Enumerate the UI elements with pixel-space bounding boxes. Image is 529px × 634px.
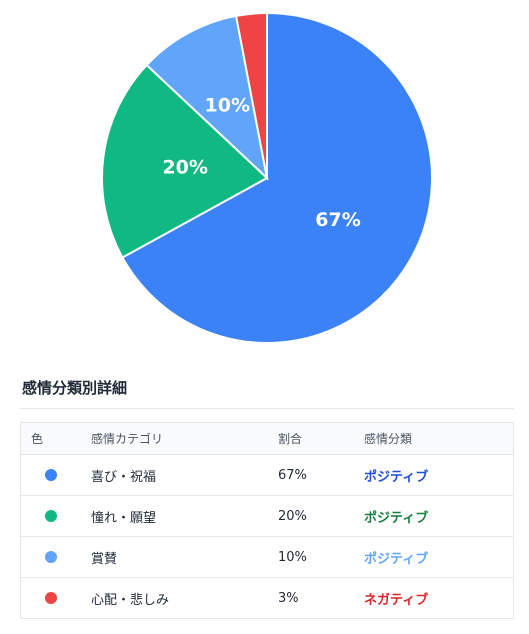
- table-row: 心配・悲しみ 3% ネガティブ: [21, 577, 513, 618]
- pie-chart: 67% 20% 10%: [101, 11, 433, 344]
- slice-label: 20%: [162, 157, 207, 179]
- color-dot-icon: [45, 551, 57, 563]
- color-cell: [21, 509, 91, 524]
- pie-slice: [101, 63, 269, 259]
- color-dot-icon: [45, 510, 57, 522]
- header-type: 感情分類: [364, 432, 413, 446]
- slice-label: 10%: [205, 95, 250, 117]
- color-cell: [21, 468, 91, 483]
- category-cell: 心配・悲しみ: [91, 592, 170, 608]
- slice-label: 67%: [315, 209, 360, 231]
- pie-slice: [145, 14, 269, 181]
- type-cell: ポジティブ: [364, 469, 429, 485]
- header-ratio: 割合: [278, 432, 303, 446]
- ratio-cell: 10%: [278, 549, 307, 565]
- color-cell: [21, 591, 91, 606]
- table-row: 喜び・祝福 67% ポジティブ: [21, 454, 513, 495]
- color-dot-icon: [45, 469, 57, 481]
- category-cell: 喜び・祝福: [91, 469, 157, 485]
- ratio-cell: 20%: [278, 508, 307, 524]
- category-cell: 憧れ・願望: [91, 510, 157, 526]
- color-dot-icon: [45, 592, 57, 604]
- type-cell: ポジティブ: [364, 510, 429, 526]
- pie-slice: [234, 11, 268, 179]
- ratio-cell: 3%: [278, 590, 299, 606]
- category-cell: 賞賛: [91, 551, 118, 567]
- ratio-cell: 67%: [278, 467, 307, 483]
- header-category: 感情カテゴリ: [91, 432, 164, 446]
- details-title: 感情分類別詳細: [22, 379, 128, 397]
- pie-chart-svg: 67% 20% 10%: [101, 11, 433, 344]
- pie-slice: [121, 11, 433, 344]
- header-color: 色: [31, 432, 44, 446]
- details-table: 色 感情カテゴリ 割合 感情分類 喜び・祝福 67% ポジティブ 憧れ・願望 20% ポジ…: [20, 422, 514, 619]
- color-cell: [21, 550, 91, 565]
- table-header-row: 色 感情カテゴリ 割合 感情分類: [21, 423, 513, 454]
- table-body: 喜び・祝福 67% ポジティブ 憧れ・願望 20% ポジティブ 賞賛 10% ポジティブ 心配・悲…: [21, 454, 513, 618]
- type-cell: ネガティブ: [364, 592, 429, 608]
- table-row: 憧れ・願望 20% ポジティブ: [21, 495, 513, 536]
- title-divider: [20, 408, 514, 409]
- type-cell: ポジティブ: [364, 551, 429, 567]
- table-row: 賞賛 10% ポジティブ: [21, 536, 513, 577]
